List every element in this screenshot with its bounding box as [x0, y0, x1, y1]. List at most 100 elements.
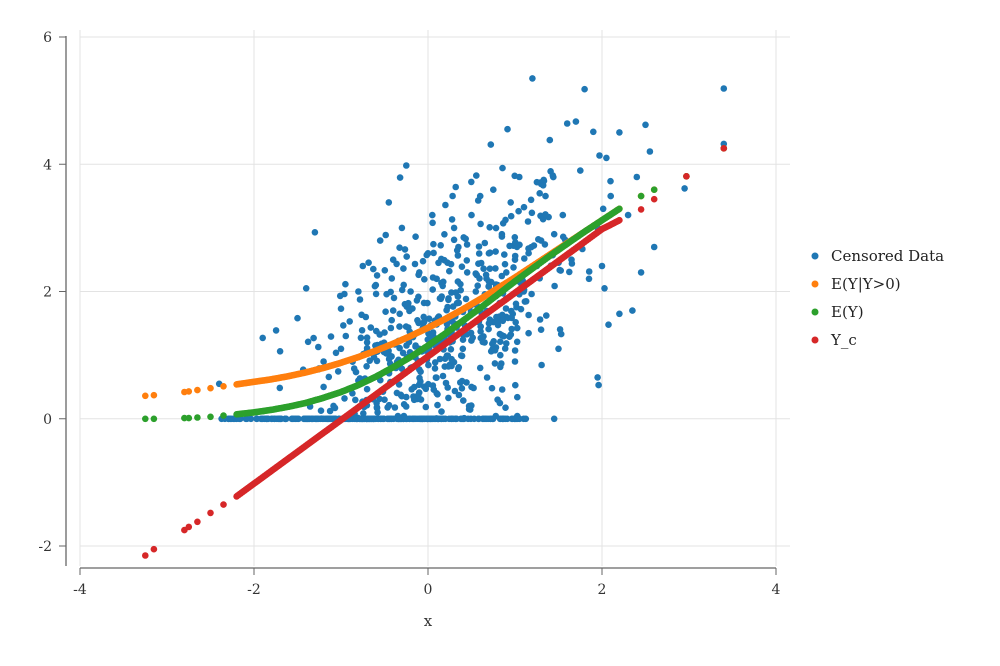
y-tick-label: 0: [43, 412, 52, 428]
censored-point: [476, 364, 484, 372]
censored-point: [446, 267, 453, 275]
censored-point: [434, 401, 441, 409]
censored-point: [637, 269, 645, 276]
censored-point: [417, 368, 424, 376]
x-axis-label: x: [424, 612, 433, 630]
censored-point: [371, 282, 379, 290]
censored-point: [475, 415, 483, 423]
censored-point: [496, 415, 504, 423]
censored-point: [383, 350, 390, 357]
censored-point: [468, 178, 475, 186]
censored-point: [445, 363, 452, 370]
censored-point: [390, 294, 398, 302]
censored-point: [502, 415, 509, 423]
censored-point: [340, 322, 347, 329]
censored-point: [513, 338, 521, 346]
censored-point: [388, 316, 396, 324]
censored-point: [508, 307, 515, 315]
censored-point: [449, 415, 457, 423]
censored-point: [326, 407, 334, 415]
censored-point: [320, 358, 327, 365]
censored-point: [511, 347, 519, 354]
y-c-point: [220, 501, 227, 508]
censored-point: [363, 385, 371, 393]
censored-point: [473, 172, 480, 179]
censored-point: [650, 243, 658, 251]
censored-point: [396, 244, 403, 251]
censored-point: [358, 327, 366, 334]
censored-point: [429, 382, 437, 389]
censored-point: [396, 344, 403, 352]
censored-point: [533, 178, 541, 186]
censored-point: [342, 280, 349, 288]
e-y-point: [185, 414, 193, 422]
censored-point: [585, 275, 593, 283]
censored-point: [474, 197, 482, 204]
censored-point: [420, 319, 427, 327]
censored-point: [458, 263, 466, 271]
censored-point: [442, 201, 449, 209]
censored-point: [555, 345, 562, 353]
censored-point: [457, 286, 465, 294]
censored-point: [445, 394, 452, 402]
censored-point: [449, 303, 457, 310]
censored-point: [352, 396, 359, 404]
legend: Censored Data E(Y|Y>0) E(Y) Y_c: [811, 247, 944, 349]
censored-point: [294, 314, 301, 322]
censored-point: [360, 410, 367, 417]
censored-point: [603, 154, 610, 162]
censored-point: [277, 415, 285, 423]
censored-point: [525, 329, 532, 337]
y-c-point: [194, 518, 201, 526]
censored-point: [551, 282, 558, 290]
censored-point: [434, 391, 441, 398]
censored-point: [402, 323, 410, 330]
censored-point: [424, 299, 431, 307]
censored-point: [720, 85, 728, 92]
censored-point: [474, 282, 482, 290]
censored-point: [398, 224, 406, 232]
censored-point: [464, 415, 472, 423]
censored-point: [472, 288, 480, 295]
censored-point: [566, 268, 573, 276]
censored-point: [508, 314, 515, 322]
e-y-given-positive-point: [194, 386, 201, 394]
censored-point: [325, 373, 333, 381]
censored-point: [444, 384, 452, 391]
censored-point: [503, 340, 510, 347]
censored-point: [337, 345, 345, 353]
e-y-point: [650, 186, 658, 193]
censored-point: [497, 351, 504, 359]
censored-point: [572, 118, 580, 125]
censored-point: [559, 211, 567, 219]
censored-point: [507, 331, 515, 338]
legend-marker: [811, 252, 819, 260]
censored-point: [447, 346, 455, 353]
censored-point: [468, 402, 475, 409]
censored-point: [550, 230, 558, 238]
censored-point: [420, 313, 428, 321]
censored-point: [585, 268, 593, 275]
e-y-point: [194, 414, 201, 421]
censored-point: [607, 177, 614, 185]
censored-point: [412, 233, 419, 240]
censored-point: [513, 243, 521, 251]
censored-point: [512, 381, 519, 389]
censored-point: [429, 274, 437, 281]
censored-point: [430, 249, 437, 257]
censored-point: [536, 316, 544, 323]
censored-point: [502, 305, 510, 312]
censored-point: [511, 234, 519, 241]
censored-point: [448, 216, 456, 223]
censored-point: [422, 403, 430, 411]
censored-point: [490, 186, 497, 193]
censored-point: [508, 415, 516, 423]
censored-point: [253, 415, 261, 423]
censored-point: [549, 172, 557, 179]
y-c-point: [683, 173, 690, 180]
censored-point: [501, 345, 509, 352]
censored-point: [482, 415, 490, 423]
censored-point: [486, 265, 494, 273]
censored-point: [358, 311, 365, 319]
censored-point: [425, 315, 433, 323]
